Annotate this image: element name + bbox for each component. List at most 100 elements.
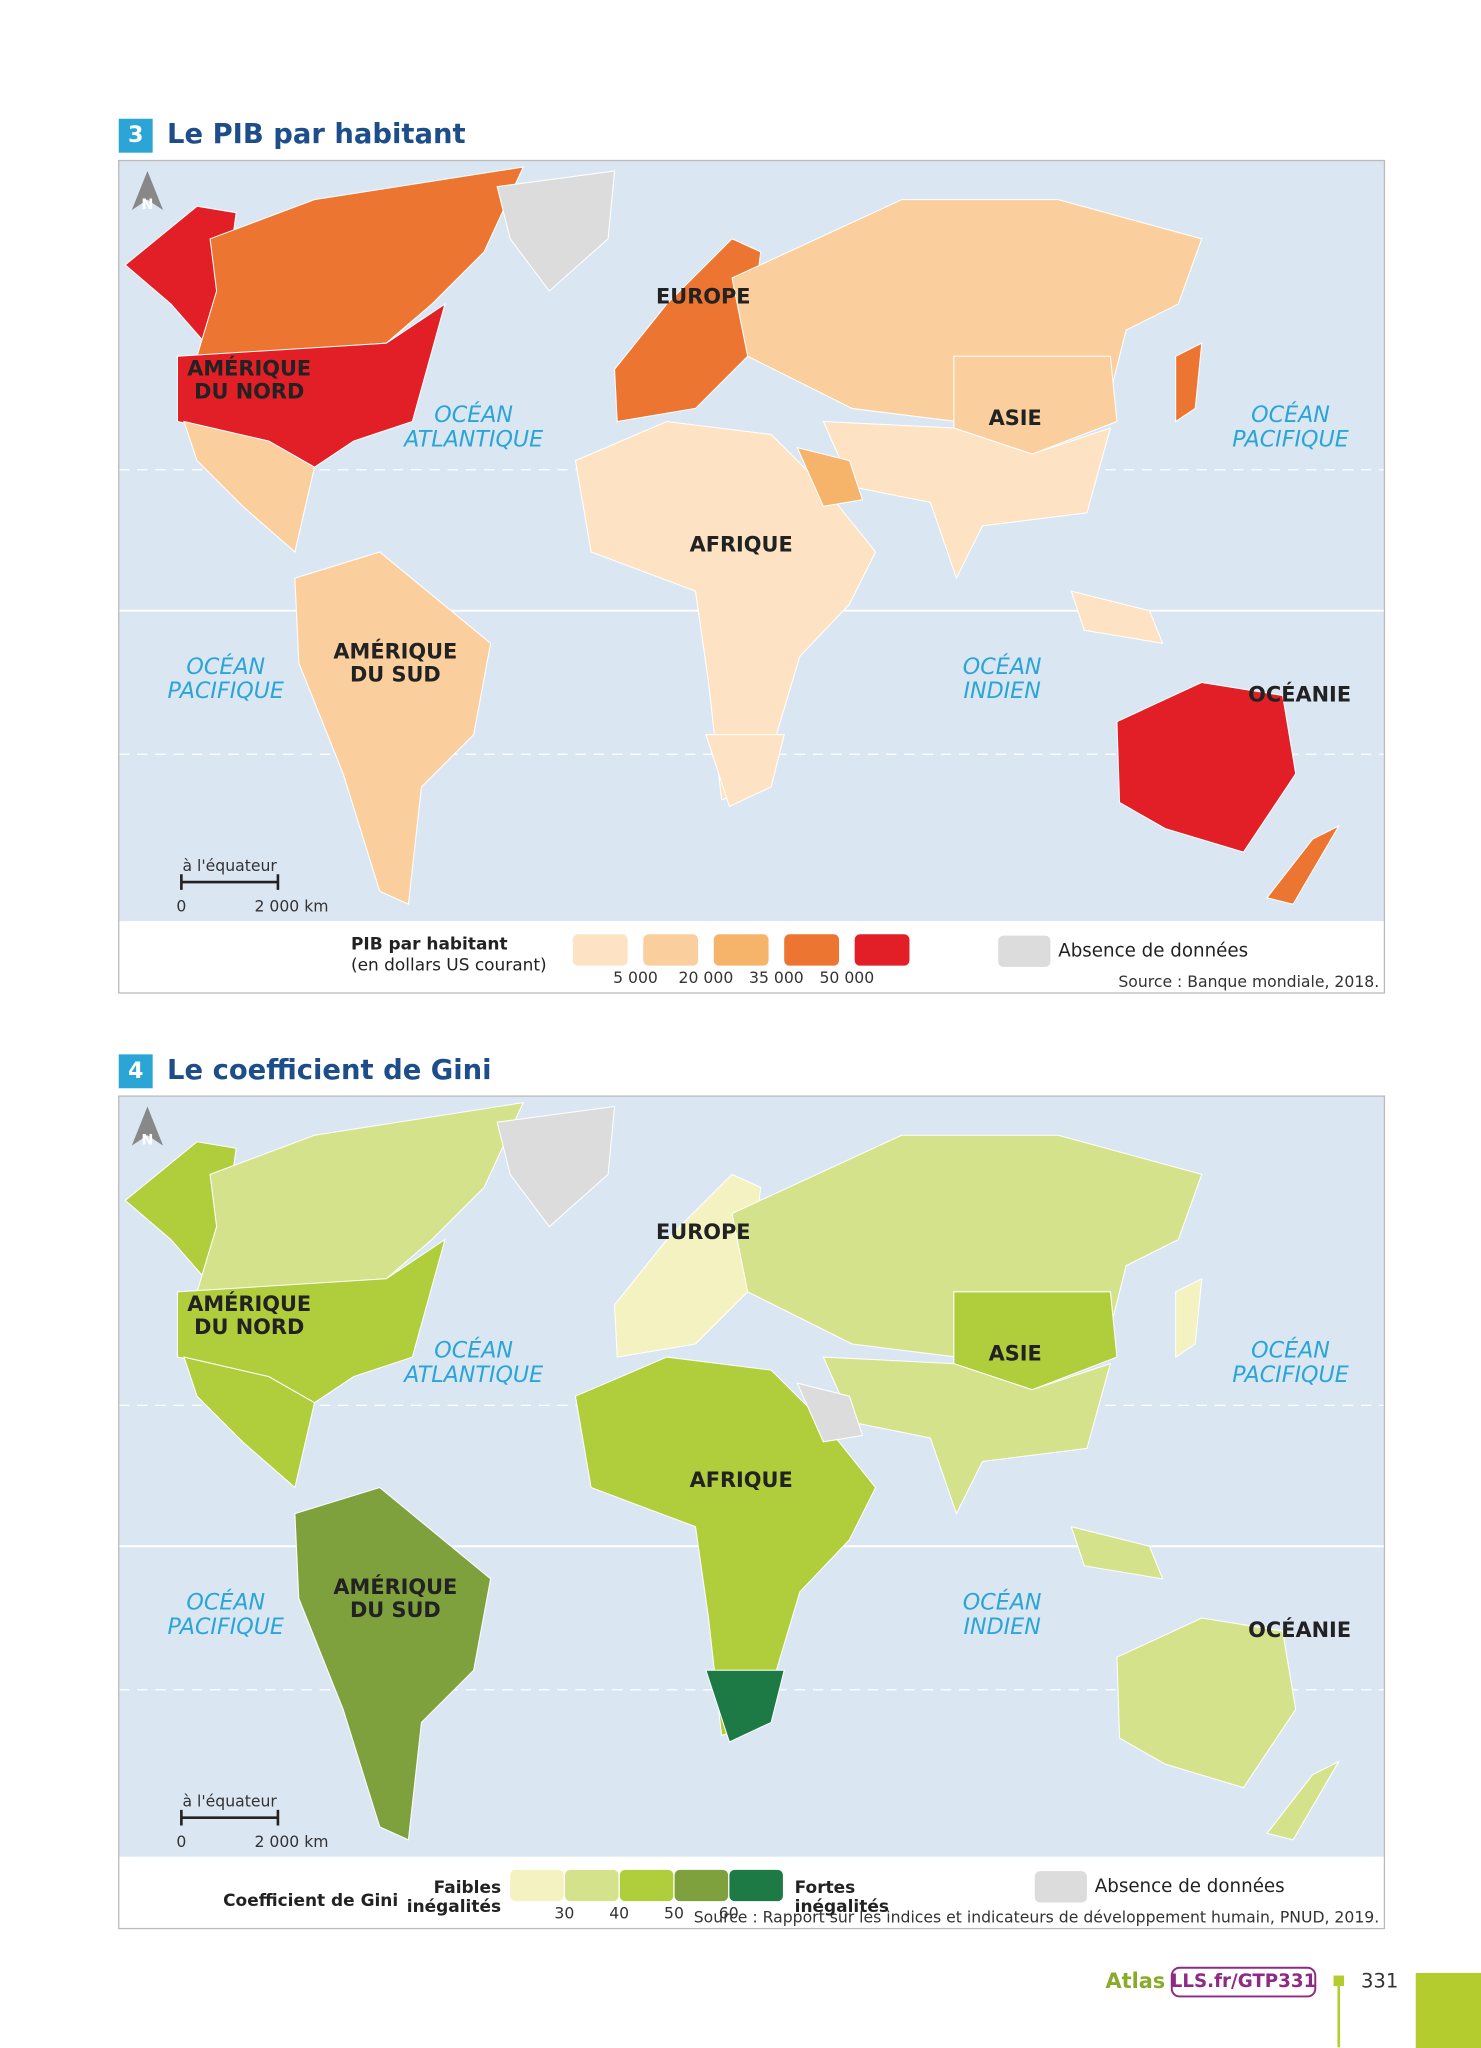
no-data-label: Absence de données xyxy=(1058,940,1248,961)
legend-swatch xyxy=(643,934,699,966)
region xyxy=(822,1356,1112,1515)
region xyxy=(1070,1525,1164,1580)
footer-marker xyxy=(1333,1975,1344,1986)
continent-label: AMÉRIQUE DU SUD xyxy=(333,1574,457,1622)
legend-title: Coefficient de Gini xyxy=(223,1890,398,1910)
map-frame xyxy=(118,1095,1386,1930)
region xyxy=(196,166,525,357)
legend-threshold: 50 xyxy=(664,1904,684,1923)
region xyxy=(183,420,316,553)
region xyxy=(1266,824,1341,905)
legend-threshold: 30 xyxy=(554,1904,574,1923)
scale-bar xyxy=(180,874,280,890)
scale-start: 0 xyxy=(176,896,186,915)
region xyxy=(705,734,785,808)
legend-threshold: 20 000 xyxy=(679,968,734,987)
continent-label: ASIE xyxy=(989,1341,1042,1365)
source: Source : Rapport sur les indices et indi… xyxy=(694,1908,1380,1927)
footer-link-box xyxy=(1170,1966,1317,1998)
legend-threshold: 40 xyxy=(609,1904,629,1923)
region xyxy=(496,1105,616,1228)
north-label: N xyxy=(141,1132,153,1148)
legend-swatch xyxy=(729,1869,783,1902)
scale-start: 0 xyxy=(176,1832,186,1851)
legend-title: PIB par habitant xyxy=(351,934,508,954)
region xyxy=(953,1291,1118,1391)
section-number: 3 xyxy=(128,122,143,148)
continent-label: AMÉRIQUE DU NORD xyxy=(187,355,311,403)
region xyxy=(574,1356,877,1737)
region xyxy=(822,420,1112,580)
legend-high: Fortes inégalités xyxy=(795,1877,889,1916)
ocean-label: OCÉAN PACIFIQUE xyxy=(1232,399,1348,451)
region xyxy=(294,1486,492,1841)
region xyxy=(1070,590,1164,644)
north-label: N xyxy=(141,197,153,213)
map-title: Le PIB par habitant xyxy=(167,119,466,150)
legend-swatch xyxy=(510,1869,564,1902)
section-number-box xyxy=(118,1054,153,1089)
legend-subtitle: (en dollars US courant) xyxy=(351,955,547,975)
region xyxy=(183,1356,316,1489)
continent-label: AFRIQUE xyxy=(690,1468,793,1492)
legend-swatch xyxy=(713,934,769,966)
ocean-label: OCÉAN PACIFIQUE xyxy=(1232,1335,1348,1387)
scale-note: à l'équateur xyxy=(182,1792,277,1811)
scale-note: à l'équateur xyxy=(182,856,277,875)
region xyxy=(796,1382,864,1443)
region xyxy=(1266,1760,1341,1841)
continent-label: AMÉRIQUE DU SUD xyxy=(333,638,457,686)
no-data-label: Absence de données xyxy=(1095,1876,1285,1897)
legend-swatch xyxy=(674,1869,729,1902)
legend-swatch xyxy=(619,1869,674,1902)
continent-label: EUROPE xyxy=(656,1220,751,1244)
region xyxy=(496,170,616,292)
region xyxy=(1175,342,1203,423)
ocean-label: OCÉAN PACIFIQUE xyxy=(168,1587,284,1639)
map-panel: N EUROPE AMÉRIQUE DU NORD OCÉAN ATLANTIQUE ASI… xyxy=(118,1095,1386,1930)
legend-swatch xyxy=(564,1869,619,1902)
scale-bar xyxy=(180,1809,280,1826)
ocean-label: OCÉAN ATLANTIQUE xyxy=(402,399,543,451)
ocean-label: OCÉAN PACIFIQUE xyxy=(168,651,284,703)
legend-low: Faibles inégalités xyxy=(407,1877,501,1916)
region xyxy=(1116,1617,1297,1789)
continent-label: OCÉANIE xyxy=(1248,1617,1351,1642)
region xyxy=(953,355,1118,455)
north-arrow xyxy=(131,170,164,211)
scale-end: 2 000 km xyxy=(254,896,328,915)
no-data-swatch xyxy=(1034,1871,1087,1903)
continent-label: ASIE xyxy=(989,406,1042,430)
region xyxy=(705,1669,785,1743)
continent-label: EUROPE xyxy=(656,285,751,309)
continent-label: OCÉANIE xyxy=(1248,682,1351,707)
ocean-label: OCÉAN ATLANTIQUE xyxy=(402,1335,543,1387)
legend-swatch xyxy=(572,934,628,966)
region xyxy=(796,446,864,507)
map-title: Le coefficient de Gini xyxy=(167,1055,492,1086)
source: Source : Banque mondiale, 2018. xyxy=(1118,972,1379,991)
region xyxy=(196,1101,525,1293)
legend-threshold: 5 000 xyxy=(613,968,658,987)
footer-atlas: Atlas xyxy=(1105,1969,1165,1993)
legend-swatch xyxy=(854,934,910,966)
scale-end: 2 000 km xyxy=(254,1832,328,1851)
region xyxy=(294,551,492,906)
footer-link[interactable]: LLS.fr/GTP331 xyxy=(1171,1971,1317,1992)
ocean-label: OCÉAN INDIEN xyxy=(963,1587,1042,1639)
page-number: 331 xyxy=(1361,1970,1398,1993)
legend-threshold: 60 xyxy=(719,1904,739,1923)
map-panel: N EUROPE AMÉRIQUE DU NORD OCÉAN ATLANTIQUE ASI… xyxy=(118,159,1386,994)
region xyxy=(1116,681,1297,853)
legend-threshold: 35 000 xyxy=(749,968,804,987)
map-frame xyxy=(118,159,1386,994)
north-arrow xyxy=(131,1106,164,1146)
region xyxy=(1175,1277,1203,1359)
ocean-label: OCÉAN INDIEN xyxy=(963,651,1042,703)
continent-label: AFRIQUE xyxy=(690,532,793,556)
no-data-swatch xyxy=(998,935,1051,967)
region xyxy=(574,420,877,801)
section-number: 4 xyxy=(128,1058,143,1084)
legend-swatch xyxy=(784,934,840,966)
